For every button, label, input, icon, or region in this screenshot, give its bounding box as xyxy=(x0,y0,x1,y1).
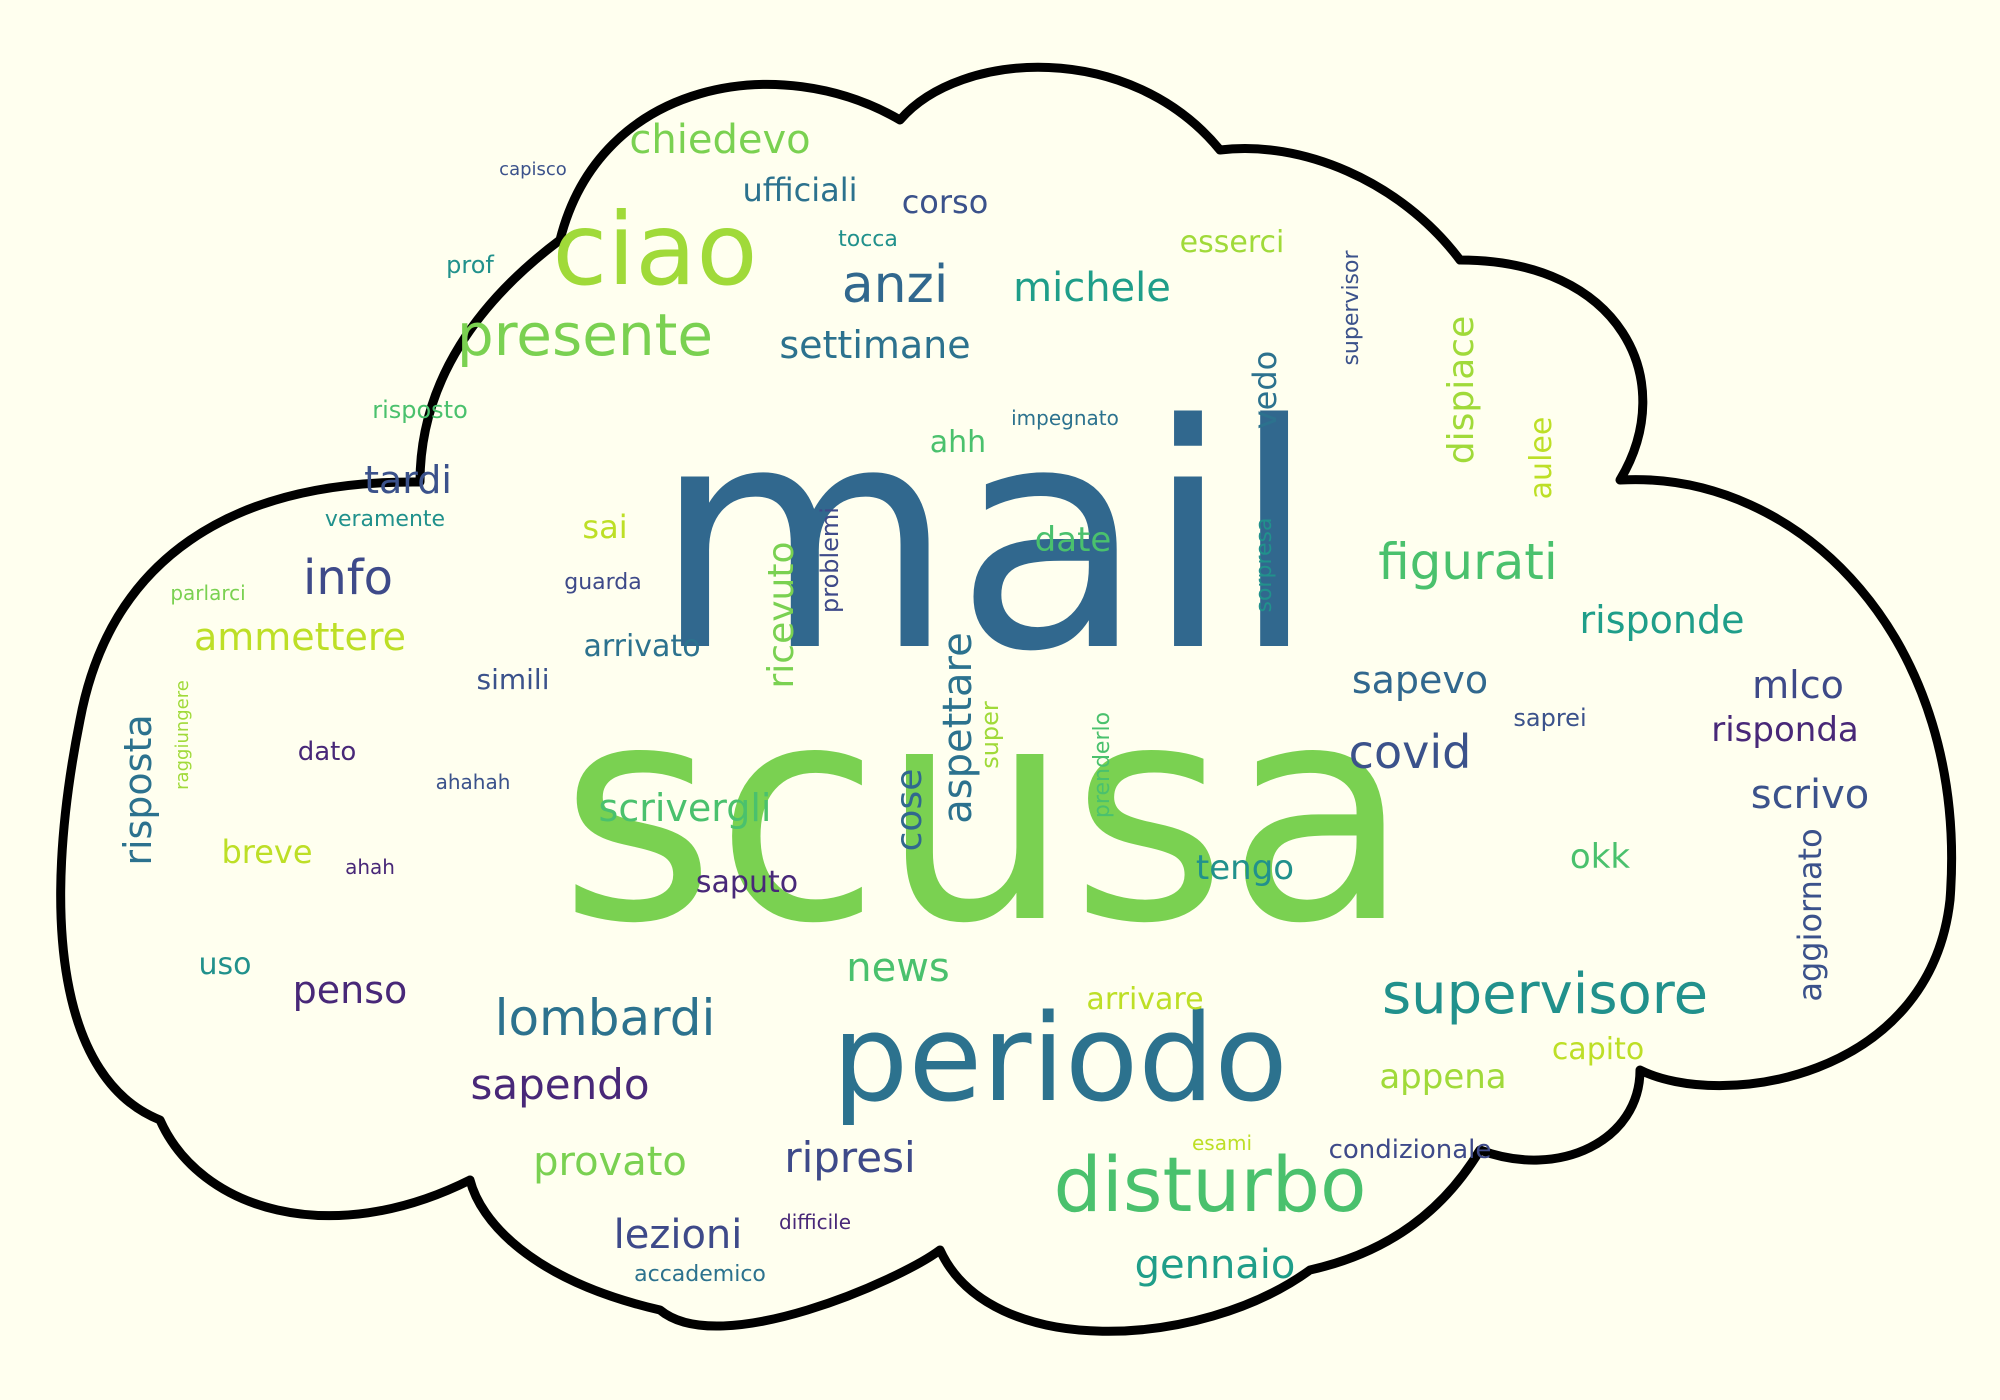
word-cose: cose xyxy=(889,768,930,852)
word-info: info xyxy=(302,550,394,606)
word-periodo: periodo xyxy=(832,990,1288,1129)
word-okk: okk xyxy=(1569,837,1631,877)
word-risposto: risposto xyxy=(372,396,468,424)
word-risposta: risposta xyxy=(116,714,160,866)
word-dispiace: dispiace xyxy=(1441,315,1482,465)
word-arrivare: arrivare xyxy=(1086,982,1204,1017)
word-condizionale: condizionale xyxy=(1328,1135,1492,1165)
word-saputo: saputo xyxy=(695,865,799,900)
word-saprei: saprei xyxy=(1513,704,1587,732)
word-scusa: scusa xyxy=(559,640,1411,989)
word-corso: corso xyxy=(901,183,989,221)
word-ricevuto: ricevuto xyxy=(761,541,802,689)
word-mlco: mlco xyxy=(1752,663,1844,707)
word-super: super xyxy=(976,701,1004,769)
word-ripresi: ripresi xyxy=(784,1133,916,1182)
word-settimane: settimane xyxy=(779,323,971,367)
word-breve: breve xyxy=(221,833,313,871)
word-problemi: problemi xyxy=(816,507,844,613)
word-capisco: capisco xyxy=(499,159,567,180)
word-vedo: vedo xyxy=(1246,350,1284,430)
word-dato: dato xyxy=(297,737,357,767)
word-presente: presente xyxy=(456,301,714,369)
word-capito: capito xyxy=(1551,1032,1645,1067)
word-supervisore: supervisore xyxy=(1381,962,1709,1027)
word-aggiornato: aggiornato xyxy=(1791,828,1829,1002)
word-ahah: ahah xyxy=(345,855,395,879)
word-sai: sai xyxy=(582,508,628,546)
word-lezioni: lezioni xyxy=(613,1212,743,1258)
word-prof: prof xyxy=(446,251,494,279)
word-aulee: aulee xyxy=(1524,416,1559,500)
word-simili: simili xyxy=(476,663,550,696)
word-ahh: ahh xyxy=(929,425,987,460)
cloud-outline xyxy=(56,62,1956,1336)
word-scrivergli: scrivergli xyxy=(598,786,772,830)
word-arrivato: arrivato xyxy=(583,629,701,664)
word-disturbo: disturbo xyxy=(1053,1140,1367,1229)
word-provato: provato xyxy=(533,1139,687,1185)
word-esserci: esserci xyxy=(1179,225,1285,260)
word-guarda: guarda xyxy=(564,570,642,595)
word-sapevo: sapevo xyxy=(1351,658,1489,702)
word-ciao: ciao xyxy=(552,191,758,308)
word-gennaio: gennaio xyxy=(1134,1242,1296,1288)
word-impegnato: impegnato xyxy=(1011,406,1119,430)
word-date: date xyxy=(1034,520,1112,560)
word-tardi: tardi xyxy=(364,458,452,502)
word-prenderlo: prenderlo xyxy=(1090,711,1115,819)
word-difficile: difficile xyxy=(778,1210,852,1234)
word-parlarci: parlarci xyxy=(170,581,246,605)
word-raggiungere: raggiungere xyxy=(172,680,193,790)
word-uso: uso xyxy=(198,947,252,982)
word-figurati: figurati xyxy=(1378,533,1558,591)
word-lombardi: lombardi xyxy=(494,989,716,1047)
word-scrivo: scrivo xyxy=(1750,772,1870,818)
word-accademico: accademico xyxy=(634,1262,766,1287)
word-supervisor: supervisor xyxy=(1339,250,1364,366)
word-mail: mail xyxy=(652,359,1318,720)
word-risponda: risponda xyxy=(1711,710,1859,750)
word-ahahah: ahahah xyxy=(435,770,511,794)
word-risponde: risponde xyxy=(1579,598,1745,642)
word-sorpresa: sorpresa xyxy=(1252,517,1277,613)
word-penso: penso xyxy=(292,968,408,1012)
word-chiedevo: chiedevo xyxy=(629,117,811,163)
word-veramente: veramente xyxy=(324,507,446,532)
word-news: news xyxy=(846,945,950,991)
word-ammettere: ammettere xyxy=(193,615,407,659)
word-michele: michele xyxy=(1013,265,1171,311)
word-sapendo: sapendo xyxy=(470,1060,650,1109)
word-appena: appena xyxy=(1379,1057,1507,1097)
word-tocca: tocca xyxy=(838,227,898,252)
word-esami: esami xyxy=(1191,1131,1253,1155)
word-covid: covid xyxy=(1348,725,1472,779)
word-anzi: anzi xyxy=(841,255,949,315)
word-tengo: tengo xyxy=(1195,848,1295,888)
word-aspettare: aspettare xyxy=(935,632,981,824)
word-ufficiali: ufficiali xyxy=(742,171,858,209)
